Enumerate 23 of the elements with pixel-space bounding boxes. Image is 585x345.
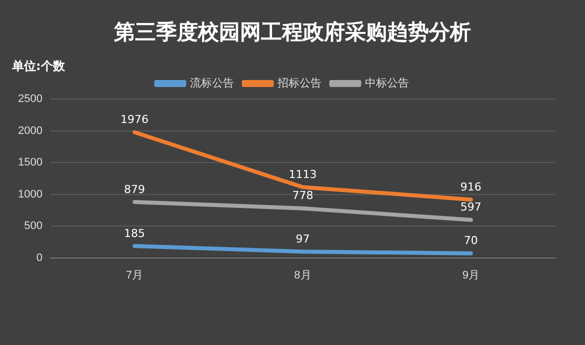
data-label: 916 bbox=[460, 180, 482, 194]
legend-label: 招标公告 bbox=[276, 76, 322, 90]
y-axis-title: 单位:个数 bbox=[12, 58, 65, 75]
x-tick-label: 8月 bbox=[294, 269, 312, 282]
data-label: 778 bbox=[292, 189, 314, 202]
legend-label: 流标公告 bbox=[190, 76, 234, 90]
y-tick-label: 500 bbox=[24, 220, 42, 232]
data-label: 1113 bbox=[288, 168, 317, 181]
legend-label: 中标公告 bbox=[364, 76, 409, 90]
chart-title: 第三季度校园网工程政府采购趋势分析 bbox=[113, 18, 472, 46]
data-label: 97 bbox=[296, 232, 310, 246]
data-label: 185 bbox=[124, 226, 146, 240]
data-label: 597 bbox=[460, 200, 482, 214]
y-tick-label: 2000 bbox=[18, 124, 42, 137]
y-tick-label: 1000 bbox=[18, 188, 42, 200]
data-label: 1976 bbox=[120, 113, 149, 126]
y-tick-label: 2500 bbox=[18, 93, 42, 106]
data-label: 879 bbox=[124, 182, 146, 196]
y-tick-label: 1500 bbox=[18, 156, 42, 169]
data-label: 70 bbox=[464, 234, 478, 248]
y-tick-label: 0 bbox=[36, 252, 42, 264]
x-tick-label: 7月 bbox=[126, 269, 144, 282]
x-tick-label: 9月 bbox=[462, 269, 480, 282]
